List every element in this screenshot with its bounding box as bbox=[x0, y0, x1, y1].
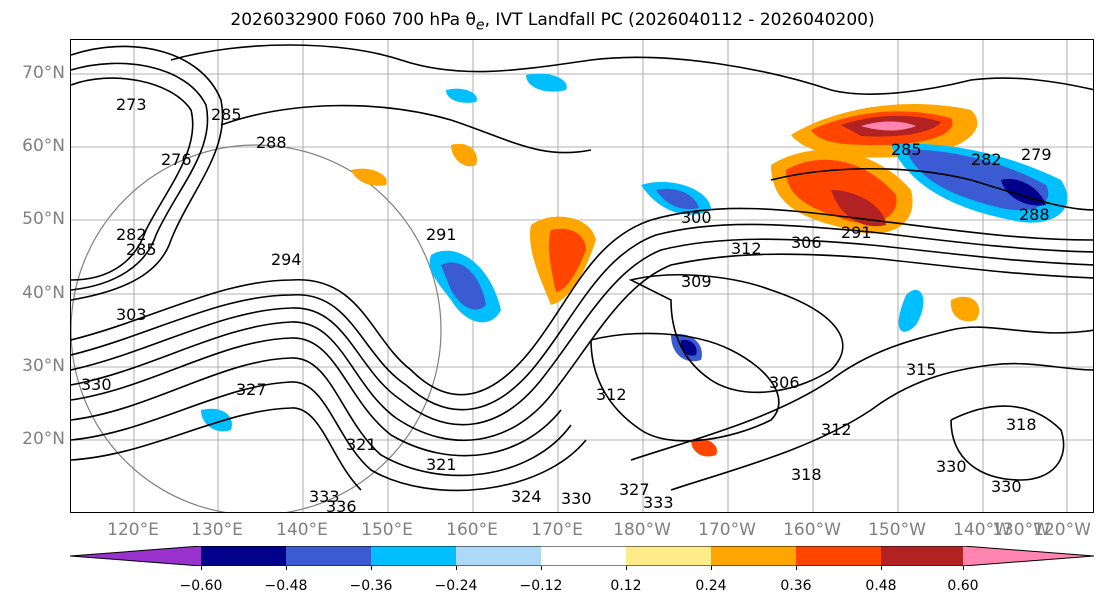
colorbar-segment bbox=[371, 546, 456, 566]
contour-label: 333 bbox=[643, 493, 674, 512]
contour-label: 291 bbox=[841, 223, 872, 242]
colorbar-tickmark bbox=[626, 566, 627, 570]
colorbar-tick-label: 0.36 bbox=[780, 578, 812, 594]
map-canvas: 273 285 288 276 282 285 291 294 303 330 … bbox=[71, 40, 1093, 513]
colorbar-tick-label: 0.24 bbox=[695, 578, 727, 594]
colorbar-tickmark bbox=[201, 566, 202, 570]
contour-label: 321 bbox=[346, 435, 377, 454]
lon-label-180w: 180°W bbox=[613, 520, 671, 540]
colorbar-tick-label: −0.12 bbox=[519, 578, 563, 594]
contour-label: 282 bbox=[116, 225, 147, 244]
contour-label: 327 bbox=[619, 480, 650, 499]
lat-label-40n: 40°N bbox=[22, 283, 65, 303]
lat-label-20n: 20°N bbox=[22, 429, 65, 449]
contour-label: 285 bbox=[126, 240, 157, 259]
map-title: 2026032900 F060 700 hPa θe, IVT Landfall… bbox=[230, 10, 875, 34]
lat-label-50n: 50°N bbox=[22, 209, 65, 229]
colorbar-tickmark bbox=[711, 566, 712, 570]
colorbar-segment bbox=[541, 546, 626, 566]
range-ring bbox=[71, 144, 442, 512]
contour-label: 276 bbox=[161, 150, 192, 169]
colorbar-tick-label: −0.48 bbox=[264, 578, 308, 594]
contour-label: 330 bbox=[81, 375, 112, 394]
contour-label: 330 bbox=[936, 457, 967, 476]
lon-label-150e: 150°E bbox=[361, 520, 413, 540]
colorbar-segment bbox=[201, 546, 286, 566]
colorbar-segment bbox=[286, 546, 371, 566]
lon-label-170e: 170°E bbox=[531, 520, 583, 540]
colorbar-tickmark bbox=[371, 566, 372, 570]
contour-label: 285 bbox=[891, 140, 922, 159]
contour-label: 318 bbox=[1006, 415, 1037, 434]
contour-label: 336 bbox=[326, 497, 357, 513]
contour-label: 330 bbox=[991, 477, 1022, 496]
colorbar-tick-label: 0.60 bbox=[947, 578, 979, 594]
contour-label: 312 bbox=[596, 385, 627, 404]
theta-e-contours bbox=[71, 44, 1093, 492]
lon-label-160w: 160°W bbox=[783, 520, 841, 540]
colorbar-tickmark bbox=[286, 566, 287, 570]
colorbar-segment bbox=[456, 546, 541, 566]
contour-label: 279 bbox=[1021, 145, 1052, 164]
colorbar-tick-label: 0.48 bbox=[865, 578, 897, 594]
contour-label: 300 bbox=[681, 208, 712, 227]
lon-label-140e: 140°E bbox=[276, 520, 328, 540]
lon-label-140w: 140°W bbox=[953, 520, 1011, 540]
contour-label: 306 bbox=[791, 233, 822, 252]
colorbar-segment bbox=[626, 546, 711, 566]
colorbar-tickmark bbox=[456, 566, 457, 570]
contour-label: 327 bbox=[236, 380, 267, 399]
contour-label: 288 bbox=[1019, 205, 1050, 224]
contour-labels: 273 285 288 276 282 285 291 294 303 330 … bbox=[81, 95, 1052, 513]
contour-label: 285 bbox=[211, 105, 242, 124]
lat-label-70n: 70°N bbox=[22, 63, 65, 83]
contour-label: 312 bbox=[821, 420, 852, 439]
colorbar bbox=[70, 546, 1094, 566]
colorbar-tick-label: 0.12 bbox=[610, 578, 642, 594]
contour-label: 306 bbox=[769, 373, 800, 392]
colorbar-tickmark bbox=[881, 566, 882, 570]
contour-label: 309 bbox=[681, 272, 712, 291]
lat-label-30n: 30°N bbox=[22, 356, 65, 376]
contour-label: 294 bbox=[271, 250, 302, 269]
lon-label-130e: 130°E bbox=[191, 520, 243, 540]
colorbar-segment bbox=[796, 546, 881, 566]
contour-label: 273 bbox=[116, 95, 147, 114]
contour-label: 321 bbox=[426, 455, 457, 474]
contour-label: 324 bbox=[511, 487, 542, 506]
lon-label-120e: 120°E bbox=[107, 520, 159, 540]
lon-label-170w: 170°W bbox=[698, 520, 756, 540]
contour-label: 312 bbox=[731, 239, 762, 258]
lon-label-120w: 120°W bbox=[1033, 520, 1091, 540]
colorbar-tickmark bbox=[963, 566, 964, 570]
lat-label-60n: 60°N bbox=[22, 136, 65, 156]
colorbar-segment bbox=[70, 546, 201, 566]
colorbar-segment bbox=[711, 546, 796, 566]
contour-label: 303 bbox=[116, 305, 147, 324]
contour-label: 330 bbox=[561, 489, 592, 508]
map-panel: 273 285 288 276 282 285 291 294 303 330 … bbox=[70, 39, 1094, 513]
contour-label: 333 bbox=[309, 487, 340, 506]
colorbar-tick-label: −0.36 bbox=[349, 578, 393, 594]
colorbar-segment bbox=[963, 546, 1094, 566]
lon-label-130w: 130°W bbox=[992, 520, 1050, 540]
lon-label-150w: 150°W bbox=[868, 520, 926, 540]
contour-label: 315 bbox=[906, 360, 937, 379]
lon-label-160e: 160°E bbox=[446, 520, 498, 540]
colorbar-tickmark bbox=[796, 566, 797, 570]
contour-label: 291 bbox=[426, 225, 457, 244]
colorbar-tickmark bbox=[541, 566, 542, 570]
colorbar-tick-label: −0.24 bbox=[434, 578, 478, 594]
contour-label: 318 bbox=[791, 465, 822, 484]
colorbar-tick-label: −0.60 bbox=[179, 578, 223, 594]
contour-label: 282 bbox=[971, 150, 1002, 169]
contour-label: 288 bbox=[256, 133, 287, 152]
colorbar-segment bbox=[881, 546, 963, 566]
